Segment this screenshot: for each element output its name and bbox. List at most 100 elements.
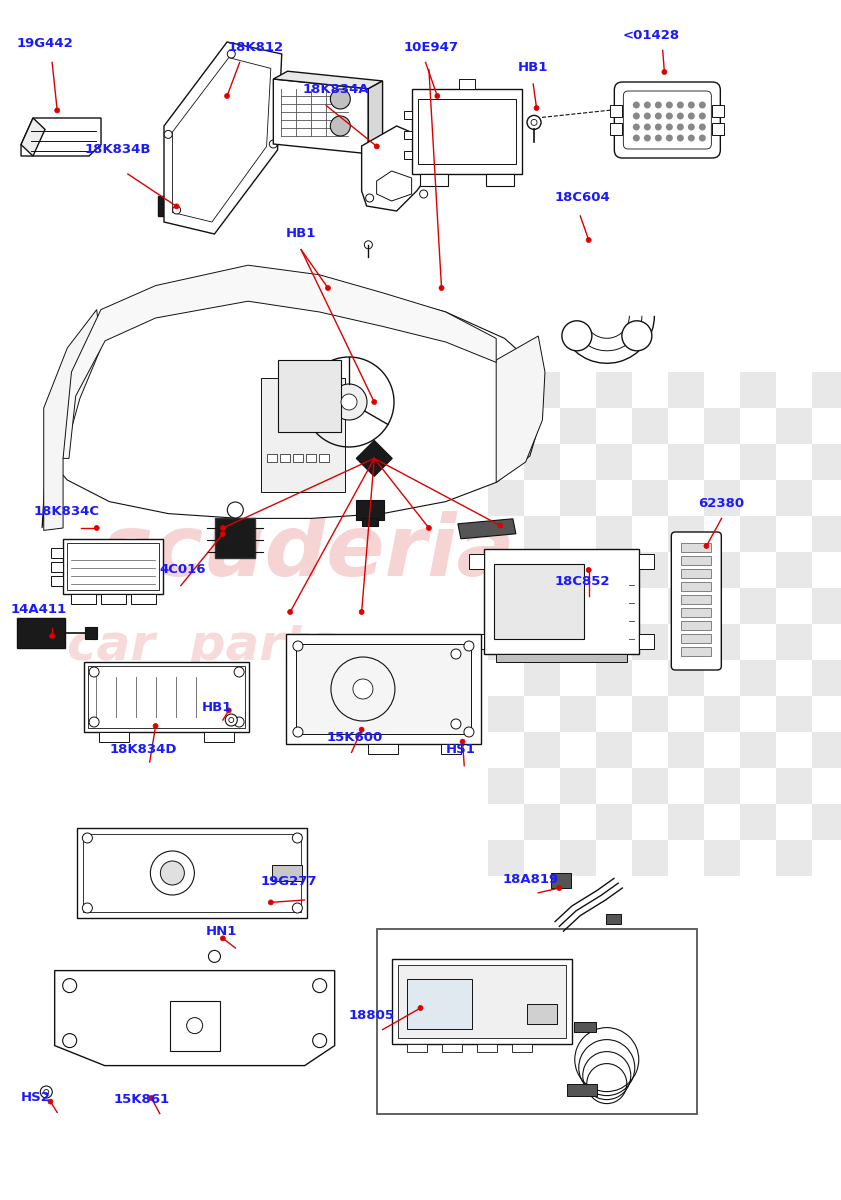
Text: 18K834A: 18K834A	[303, 83, 369, 96]
Circle shape	[220, 532, 225, 536]
Bar	[668, 516, 704, 552]
Bar	[356, 500, 384, 520]
Polygon shape	[44, 310, 101, 530]
Bar	[294, 454, 304, 462]
Text: HS2: HS2	[21, 1091, 51, 1104]
Bar	[63, 539, 163, 594]
Polygon shape	[368, 80, 383, 154]
Bar	[524, 372, 560, 408]
Bar	[420, 174, 448, 186]
Bar	[320, 454, 330, 462]
Circle shape	[288, 610, 293, 614]
Circle shape	[225, 714, 237, 726]
Bar	[170, 1001, 220, 1051]
Bar	[459, 79, 475, 89]
Bar	[704, 696, 740, 732]
Circle shape	[699, 102, 706, 108]
Bar	[488, 768, 524, 804]
Bar	[704, 624, 740, 660]
Bar	[740, 588, 775, 624]
Bar	[775, 624, 812, 660]
Circle shape	[644, 102, 651, 108]
Text: 18K834D: 18K834D	[109, 743, 177, 756]
Circle shape	[644, 134, 651, 142]
Circle shape	[531, 119, 537, 125]
Text: 18C852: 18C852	[555, 575, 611, 588]
Circle shape	[82, 833, 93, 842]
Polygon shape	[273, 71, 383, 89]
Bar	[775, 696, 812, 732]
Bar	[560, 624, 595, 660]
Circle shape	[89, 716, 99, 727]
Bar	[51, 548, 63, 558]
Bar	[442, 1044, 462, 1051]
Bar	[638, 554, 653, 569]
Circle shape	[426, 526, 431, 530]
Bar	[574, 1021, 595, 1032]
Bar	[611, 122, 622, 134]
Text: scuderia: scuderia	[101, 511, 515, 594]
Bar	[740, 444, 775, 480]
Bar	[551, 874, 571, 888]
Bar	[595, 588, 632, 624]
Polygon shape	[496, 336, 545, 482]
Circle shape	[55, 108, 60, 113]
Circle shape	[435, 94, 440, 98]
Bar	[632, 840, 668, 876]
Circle shape	[632, 134, 640, 142]
Bar	[775, 840, 812, 876]
Bar	[524, 516, 560, 552]
Bar	[775, 768, 812, 804]
Bar	[668, 804, 704, 840]
Text: 18A819: 18A819	[503, 872, 559, 886]
Bar	[272, 865, 303, 881]
Circle shape	[209, 950, 220, 962]
Circle shape	[666, 102, 673, 108]
Bar	[368, 744, 398, 754]
Text: 62380: 62380	[698, 497, 744, 510]
Bar	[740, 732, 775, 768]
Circle shape	[644, 113, 651, 120]
Circle shape	[220, 936, 225, 941]
Bar	[595, 516, 632, 552]
Bar	[812, 804, 841, 840]
Bar	[812, 372, 841, 408]
Bar	[775, 408, 812, 444]
Bar	[681, 634, 711, 643]
Circle shape	[655, 124, 662, 131]
Circle shape	[677, 124, 684, 131]
Circle shape	[498, 523, 503, 528]
Circle shape	[562, 320, 592, 350]
Bar	[681, 595, 711, 604]
Circle shape	[63, 979, 77, 992]
Circle shape	[372, 400, 377, 404]
Circle shape	[331, 89, 351, 109]
Circle shape	[677, 134, 684, 142]
Circle shape	[418, 1006, 423, 1010]
Circle shape	[151, 851, 194, 895]
Circle shape	[359, 727, 364, 732]
Bar	[560, 480, 595, 516]
Text: 19G277: 19G277	[261, 875, 317, 888]
Bar	[704, 480, 740, 516]
Bar	[99, 732, 130, 742]
Text: 18805: 18805	[349, 1009, 395, 1022]
Bar	[595, 732, 632, 768]
Bar	[267, 454, 278, 462]
Bar	[67, 542, 159, 590]
Bar	[812, 732, 841, 768]
Bar	[71, 594, 96, 604]
FancyBboxPatch shape	[671, 532, 722, 670]
Circle shape	[172, 206, 181, 214]
Circle shape	[40, 1086, 52, 1098]
Bar	[412, 89, 522, 174]
Text: 18K834C: 18K834C	[34, 505, 99, 518]
Circle shape	[48, 1099, 53, 1104]
Circle shape	[229, 718, 234, 722]
Bar	[404, 110, 412, 119]
Bar	[524, 444, 560, 480]
Bar	[704, 768, 740, 804]
Bar	[638, 634, 653, 649]
Circle shape	[89, 667, 99, 677]
Bar	[775, 552, 812, 588]
